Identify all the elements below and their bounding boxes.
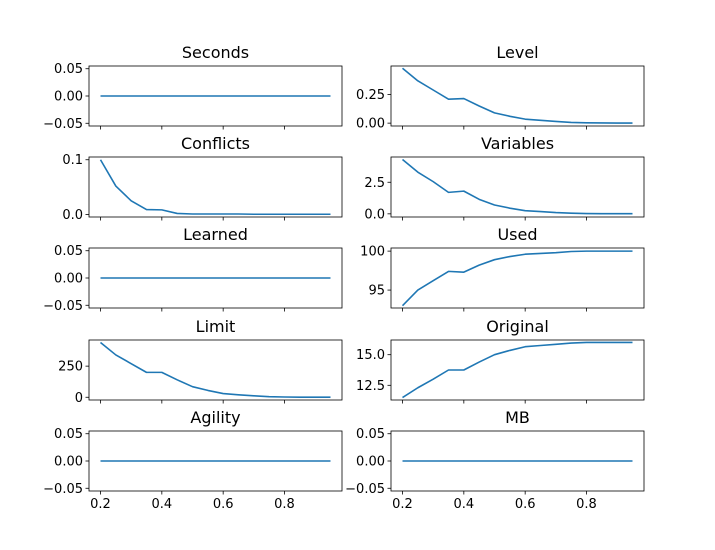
y-tick-label: 0.25 <box>356 88 385 103</box>
axes-frame <box>88 339 343 401</box>
subplot-title: Level <box>496 43 538 62</box>
series-line <box>99 341 331 398</box>
y-tick-label: 250 <box>58 360 83 375</box>
subplot-seconds: Seconds −0.05 0.00 0.05 <box>43 43 343 132</box>
axes-frame <box>88 156 343 218</box>
series-line <box>402 341 633 399</box>
subplot-title: Limit <box>196 317 236 336</box>
subplot-variables: Variables 0.0 2.5 <box>364 134 645 222</box>
y-tick-label: 0.05 <box>54 62 83 77</box>
x-tick-label: 0.6 <box>213 497 234 512</box>
subplot-title: Agility <box>190 408 240 427</box>
subplot-title: Conflicts <box>181 134 250 153</box>
x-tick-label: 0.8 <box>274 497 295 512</box>
y-tick-label: 0.05 <box>54 244 83 259</box>
y-tick-label: 0.0 <box>364 207 385 222</box>
y-tick-label: −0.05 <box>43 299 83 314</box>
subplot-mb: MB −0.05 0.00 0.05 0.2 0.4 0.6 0.8 <box>345 408 645 512</box>
y-tick-label: 12.5 <box>356 379 385 394</box>
y-tick-label: 95 <box>368 284 385 299</box>
y-tick-label: 0.1 <box>62 153 83 168</box>
subplot-title: MB <box>505 408 530 427</box>
axes-frame <box>390 65 645 127</box>
y-tick-label: 0.00 <box>54 272 83 287</box>
subplot-title: Variables <box>481 134 554 153</box>
x-tick-label: 0.8 <box>576 497 597 512</box>
subplot-learned: Learned −0.05 0.00 0.05 <box>43 225 343 314</box>
y-tick-label: 0 <box>75 391 83 406</box>
subplot-title: Learned <box>183 225 248 244</box>
series-line <box>401 250 633 307</box>
axes-frame <box>390 156 645 218</box>
subplot-title: Used <box>497 225 537 244</box>
y-tick-label: 0.00 <box>54 90 83 105</box>
subplot-level: Level 0.00 0.25 <box>356 43 645 132</box>
y-tick-label: 0.0 <box>62 208 83 223</box>
subplot-used: Used 95 100 <box>360 225 645 312</box>
x-tick-label: 0.4 <box>151 497 172 512</box>
y-tick-label: 0.00 <box>54 455 83 470</box>
y-tick-label: −0.05 <box>345 482 385 497</box>
subplot-conflicts: Conflicts 0.0 0.1 <box>62 134 343 223</box>
y-tick-label: 0.00 <box>356 117 385 132</box>
y-tick-label: 100 <box>360 245 385 260</box>
y-tick-label: 0.05 <box>54 427 83 442</box>
x-tick-label: 0.2 <box>392 497 413 512</box>
subplot-title: Seconds <box>182 43 249 62</box>
subplot-limit: Limit 0 250 <box>58 317 343 406</box>
y-tick-label: 0.00 <box>356 455 385 470</box>
subplot-original: Original 12.5 15.0 <box>356 317 645 404</box>
y-tick-label: 2.5 <box>364 176 385 191</box>
y-tick-label: 15.0 <box>356 348 385 363</box>
series-line <box>401 67 633 124</box>
y-tick-label: −0.05 <box>43 482 83 497</box>
subplot-agility: Agility −0.05 0.00 0.05 0.2 0.4 0.6 0.8 <box>43 408 343 512</box>
axes-frame <box>390 339 645 401</box>
y-tick-label: −0.05 <box>43 117 83 132</box>
x-tick-label: 0.6 <box>515 497 536 512</box>
series-line <box>401 158 633 215</box>
x-tick-label: 0.2 <box>90 497 111 512</box>
subplot-title: Original <box>486 317 549 336</box>
series-line <box>99 159 331 216</box>
axes-frame <box>390 247 645 309</box>
x-tick-label: 0.4 <box>453 497 474 512</box>
y-tick-label: 0.05 <box>356 427 385 442</box>
